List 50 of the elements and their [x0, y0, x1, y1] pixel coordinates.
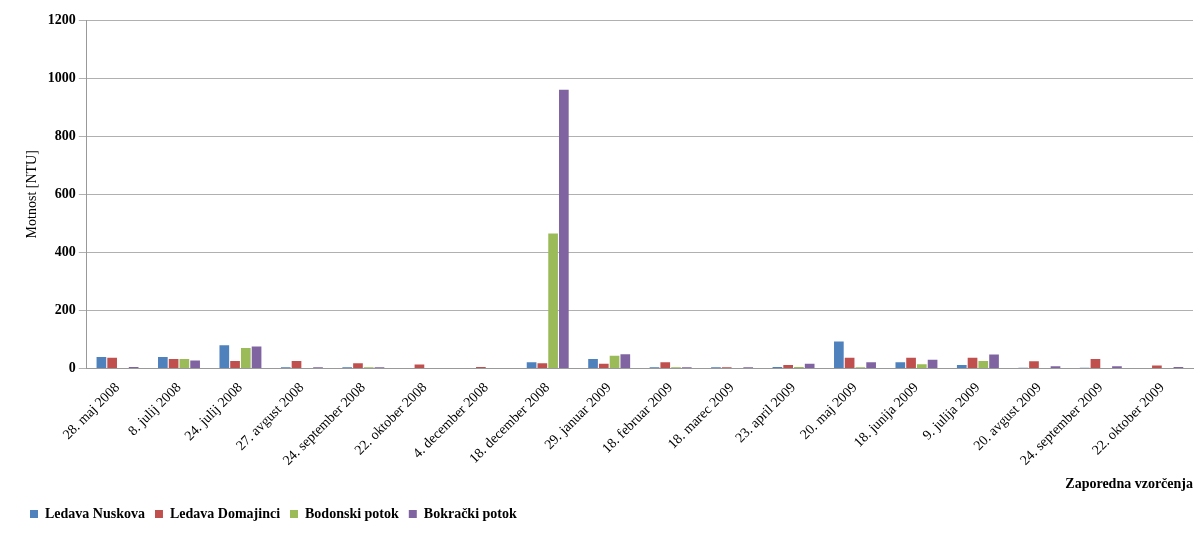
bar: [190, 360, 200, 369]
bar: [168, 358, 179, 369]
bar: [598, 363, 609, 369]
bar: [179, 358, 190, 369]
legend-label: Bokrački potok: [423, 505, 517, 521]
bar: [559, 89, 569, 369]
bar: [834, 341, 844, 369]
bar: [783, 365, 793, 369]
bar: [804, 363, 815, 369]
bar: [660, 362, 671, 369]
bar: [526, 362, 537, 369]
y-tick-label: 400: [54, 243, 76, 259]
legend-label: Bodonski potok: [305, 505, 399, 521]
bar: [906, 357, 916, 369]
bar: [1029, 361, 1039, 369]
bar: [107, 357, 117, 369]
bar: [96, 356, 107, 369]
bar: [989, 354, 999, 369]
bar: [353, 363, 363, 369]
bar: [620, 354, 631, 369]
bar: [895, 362, 906, 369]
bar: [844, 357, 855, 369]
bar: [158, 356, 168, 369]
bar: [414, 364, 425, 369]
y-tick-label: 1000: [47, 69, 76, 85]
bar: [978, 360, 989, 369]
legend-label: Ledava Domajinci: [169, 505, 281, 521]
bar: [240, 347, 251, 369]
bar: [609, 355, 620, 369]
y-tick-label: 800: [54, 127, 76, 143]
bar: [548, 233, 558, 369]
bar: [291, 360, 302, 369]
bar: [927, 359, 938, 369]
x-axis-title: Zaporedna vzorčenja: [1065, 476, 1193, 492]
bar: [967, 357, 978, 369]
y-tick-label: 1200: [47, 11, 76, 27]
bar: [230, 360, 240, 369]
legend-label: Ledava Nuskova: [45, 505, 145, 521]
y-tick-label: 600: [54, 185, 76, 201]
bar: [916, 364, 927, 369]
y-tick-label: 200: [54, 302, 76, 318]
bar: [588, 358, 598, 369]
y-axis-title: Motnost [NTU]: [24, 150, 40, 239]
y-tick-label: 0: [68, 360, 76, 376]
bar: [219, 345, 230, 369]
bar: [537, 363, 548, 369]
bar: [956, 365, 967, 369]
bar: [866, 362, 876, 369]
bar: [1090, 358, 1101, 369]
bar: [251, 346, 262, 369]
